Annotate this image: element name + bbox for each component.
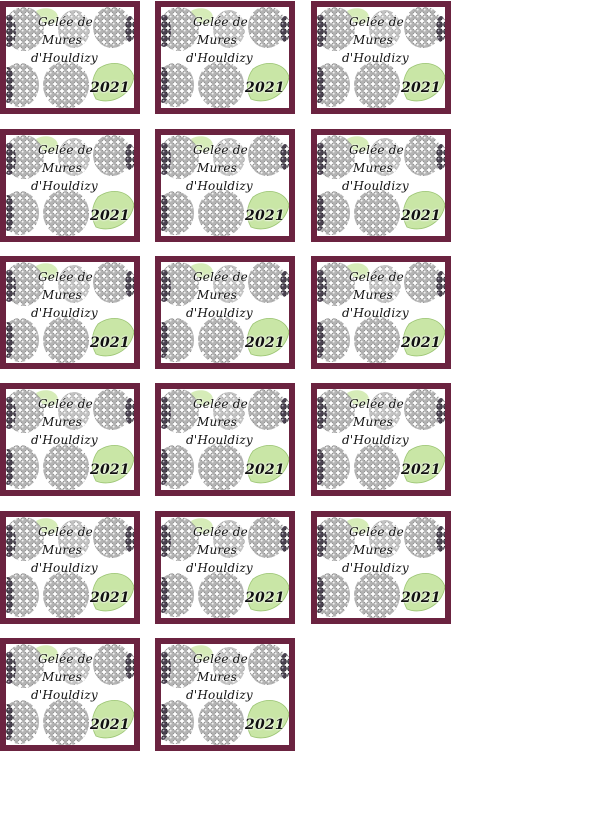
label-title-line-3: d'Houldizy: [342, 561, 409, 575]
label-title-line-3: d'Houldizy: [342, 306, 409, 320]
label-title-line-2: Mures: [42, 288, 82, 302]
label-title-line-2: Mures: [197, 288, 237, 302]
label-title-line-1: Gelée de: [193, 397, 248, 411]
label-title-line-3: d'Houldizy: [186, 306, 253, 320]
label-title-line-3: d'Houldizy: [31, 561, 98, 575]
label-year: 2021: [90, 80, 130, 96]
label-title-line-3: d'Houldizy: [31, 433, 98, 447]
jar-label: Gelée de Mures d'Houldizy 2021: [0, 256, 140, 369]
label-year: 2021: [245, 208, 285, 224]
jar-label: Gelée de Mures d'Houldizy 2021: [155, 511, 295, 624]
label-title-line-3: d'Houldizy: [31, 688, 98, 702]
label-title-line-1: Gelée de: [349, 270, 404, 284]
label-year: 2021: [245, 717, 285, 733]
label-title-line-1: Gelée de: [38, 15, 93, 29]
label-title-line-3: d'Houldizy: [342, 433, 409, 447]
label-title-line-2: Mures: [197, 543, 237, 557]
label-year: 2021: [401, 80, 441, 96]
label-year: 2021: [245, 462, 285, 478]
jar-label: Gelée de Mures d'Houldizy 2021: [0, 383, 140, 496]
jar-label: Gelée de Mures d'Houldizy 2021: [0, 638, 140, 751]
label-title-line-2: Mures: [197, 161, 237, 175]
label-title-line-3: d'Houldizy: [31, 306, 98, 320]
label-year: 2021: [401, 590, 441, 606]
label-title-line-2: Mures: [197, 33, 237, 47]
label-title-line-2: Mures: [197, 670, 237, 684]
label-title-line-2: Mures: [353, 288, 393, 302]
label-title-line-2: Mures: [353, 543, 393, 557]
label-title-line-1: Gelée de: [193, 652, 248, 666]
jar-label: Gelée de Mures d'Houldizy 2021: [311, 383, 451, 496]
label-title-line-1: Gelée de: [193, 15, 248, 29]
label-title-line-2: Mures: [42, 33, 82, 47]
label-title-line-3: d'Houldizy: [186, 688, 253, 702]
label-title-line-1: Gelée de: [193, 525, 248, 539]
label-title-line-3: d'Houldizy: [186, 561, 253, 575]
label-year: 2021: [245, 590, 285, 606]
label-title-line-1: Gelée de: [349, 397, 404, 411]
jar-label: Gelée de Mures d'Houldizy 2021: [155, 256, 295, 369]
label-year: 2021: [245, 335, 285, 351]
label-year: 2021: [90, 462, 130, 478]
label-title-line-2: Mures: [353, 161, 393, 175]
jar-label: Gelée de Mures d'Houldizy 2021: [311, 1, 451, 114]
jar-label: Gelée de Mures d'Houldizy 2021: [311, 256, 451, 369]
label-year: 2021: [245, 80, 285, 96]
label-title-line-3: d'Houldizy: [186, 433, 253, 447]
jar-label: Gelée de Mures d'Houldizy 2021: [0, 129, 140, 242]
jar-label: Gelée de Mures d'Houldizy 2021: [155, 638, 295, 751]
label-title-line-1: Gelée de: [349, 143, 404, 157]
label-title-line-3: d'Houldizy: [186, 51, 253, 65]
jar-label: Gelée de Mures d'Houldizy 2021: [311, 511, 451, 624]
label-title-line-1: Gelée de: [38, 270, 93, 284]
label-title-line-3: d'Houldizy: [31, 51, 98, 65]
jar-label: Gelée de Mures d'Houldizy 2021: [0, 1, 140, 114]
label-year: 2021: [90, 590, 130, 606]
label-title-line-1: Gelée de: [38, 525, 93, 539]
label-title-line-1: Gelée de: [349, 525, 404, 539]
label-title-line-3: d'Houldizy: [342, 179, 409, 193]
jar-label: Gelée de Mures d'Houldizy 2021: [311, 129, 451, 242]
label-title-line-1: Gelée de: [38, 652, 93, 666]
label-year: 2021: [90, 208, 130, 224]
label-title-line-3: d'Houldizy: [342, 51, 409, 65]
label-title-line-1: Gelée de: [193, 270, 248, 284]
label-title-line-2: Mures: [42, 161, 82, 175]
label-title-line-2: Mures: [42, 543, 82, 557]
label-title-line-2: Mures: [353, 33, 393, 47]
label-title-line-1: Gelée de: [38, 397, 93, 411]
label-title-line-2: Mures: [42, 415, 82, 429]
label-title-line-1: Gelée de: [193, 143, 248, 157]
label-title-line-1: Gelée de: [349, 15, 404, 29]
jar-label: Gelée de Mures d'Houldizy 2021: [155, 1, 295, 114]
jar-label: Gelée de Mures d'Houldizy 2021: [155, 383, 295, 496]
label-year: 2021: [401, 208, 441, 224]
jar-label: Gelée de Mures d'Houldizy 2021: [155, 129, 295, 242]
label-year: 2021: [90, 335, 130, 351]
label-year: 2021: [90, 717, 130, 733]
label-title-line-3: d'Houldizy: [186, 179, 253, 193]
label-title-line-1: Gelée de: [38, 143, 93, 157]
label-year: 2021: [401, 462, 441, 478]
jar-label: Gelée de Mures d'Houldizy 2021: [0, 511, 140, 624]
label-title-line-3: d'Houldizy: [31, 179, 98, 193]
label-title-line-2: Mures: [353, 415, 393, 429]
label-title-line-2: Mures: [42, 670, 82, 684]
label-title-line-2: Mures: [197, 415, 237, 429]
label-year: 2021: [401, 335, 441, 351]
